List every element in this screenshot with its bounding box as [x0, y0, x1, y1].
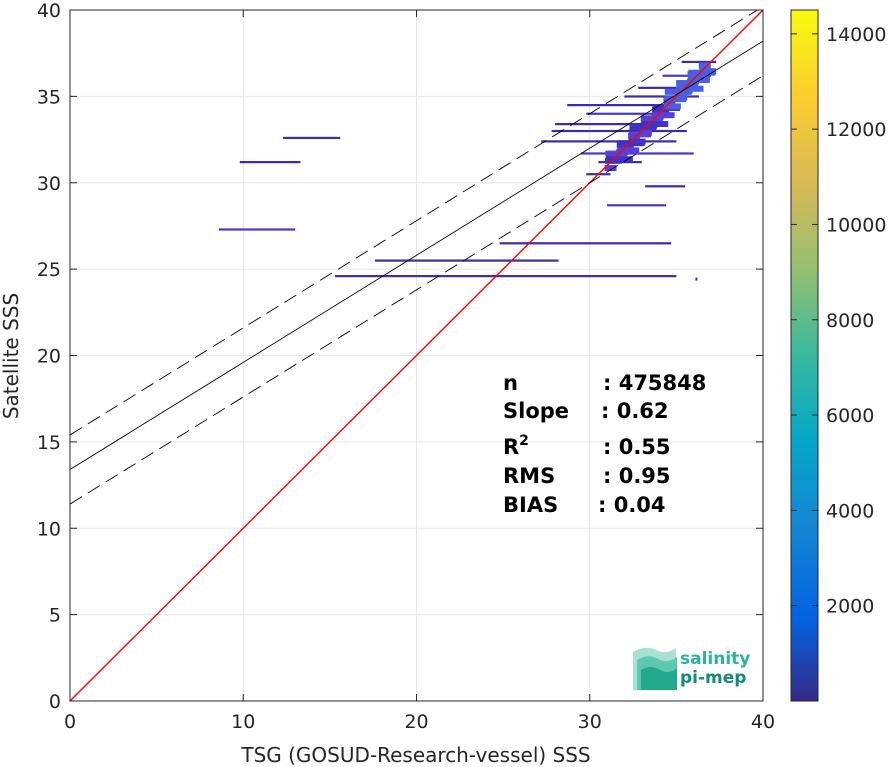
density-segment — [335, 275, 677, 278]
stat-value: : 0.62 — [601, 399, 669, 423]
stat-value: : 0.95 — [603, 464, 671, 488]
y-tick-label: 20 — [37, 346, 61, 368]
density-heatmap — [218, 60, 717, 281]
logo-line2: pi-mep — [680, 668, 746, 688]
y-tick-label: 35 — [37, 86, 61, 108]
colorbar-tick-label: 10000 — [826, 214, 886, 236]
x-tick-label: 0 — [64, 711, 76, 733]
stat-value: : 0.55 — [603, 435, 671, 459]
density-core-cell — [698, 62, 711, 69]
y-tick-label: 25 — [37, 259, 61, 281]
density-segment — [499, 242, 672, 245]
density-segment — [283, 136, 341, 140]
density-segment — [662, 74, 712, 77]
colorbar-tick-label: 2000 — [826, 596, 874, 618]
y-tick-label: 15 — [37, 432, 61, 454]
regression-line — [70, 40, 763, 470]
colorbar-ticks: 2000 4000 6000 8000 10000 12000 14000 — [791, 24, 886, 618]
regression-lower-line — [70, 75, 763, 505]
stat-value: : 475848 — [603, 371, 706, 395]
y-axis-label: Satellite SSS — [0, 293, 23, 419]
density-isolated-point — [695, 277, 698, 281]
x-tick-label: 30 — [578, 711, 602, 733]
density-segment — [218, 228, 296, 231]
density-core-cell — [663, 103, 681, 110]
regression-upper-line — [70, 10, 759, 436]
colorbar-tick-label: 12000 — [826, 119, 886, 141]
colorbar-tick-label: 8000 — [826, 310, 874, 332]
density-core-cell — [652, 112, 675, 119]
density-segment — [239, 161, 301, 164]
salinity-pi-mep-logo: salinity pi-mep — [633, 647, 750, 690]
y-tick-label: 30 — [37, 173, 61, 195]
y-tick-label: 10 — [37, 518, 61, 540]
stat-label: R2 — [503, 433, 529, 459]
identity-line — [70, 10, 763, 701]
density-core-cell — [676, 85, 704, 92]
colorbar-tick-label: 4000 — [826, 500, 874, 522]
colorbar — [790, 9, 819, 702]
colorbar-tick-label: 6000 — [826, 405, 874, 427]
density-core-cell — [687, 76, 710, 83]
density-segment — [586, 112, 675, 115]
density-core-cell — [605, 156, 633, 163]
density-core-cell — [699, 68, 717, 75]
logo-waves-icon — [633, 647, 677, 690]
density-segment — [551, 129, 687, 133]
density-core-cell — [628, 138, 646, 145]
density-core-cell — [641, 121, 669, 128]
density-segment — [567, 104, 680, 107]
y-tick-label: 0 — [49, 691, 61, 713]
x-tick-label: 10 — [231, 711, 255, 733]
density-segment — [541, 140, 677, 143]
density-core-cell — [617, 147, 640, 154]
density-core-cell — [675, 94, 688, 101]
stat-label: BIAS — [503, 493, 558, 517]
logo-line1: salinity — [680, 649, 750, 669]
y-tick-label: 40 — [37, 0, 61, 22]
density-segment — [581, 152, 694, 155]
density-segment — [645, 185, 686, 188]
colorbar-tick-label: 14000 — [826, 24, 886, 46]
stat-value: : 0.04 — [598, 493, 666, 517]
density-segment — [638, 86, 703, 89]
x-tick-label: 20 — [404, 711, 428, 733]
fit-lines — [70, 10, 763, 701]
y-tick-label: 5 — [49, 605, 61, 627]
y-axis-ticks: 0 5 10 15 20 25 30 35 40 — [37, 0, 763, 713]
density-segment — [555, 123, 663, 126]
density-segment — [607, 204, 666, 207]
stat-label: n — [503, 371, 518, 395]
x-tick-label: 40 — [751, 711, 775, 733]
density-segment — [624, 95, 699, 98]
stat-label: RMS — [503, 464, 555, 488]
density-core-cell — [639, 129, 652, 136]
x-axis-ticks: 0 10 20 30 40 — [64, 10, 775, 733]
x-axis-label: TSG (GOSUD-Research-vessel) SSS — [240, 743, 590, 767]
density-segment — [681, 60, 717, 64]
stat-label-superscript: 2 — [519, 433, 529, 449]
density-segment — [374, 259, 559, 262]
density-core-cell — [604, 165, 617, 172]
stat-label: Slope — [503, 399, 569, 423]
statistics-box: n : 475848 Slope : 0.62 R2 : 0.55 RMS : 0.95 BIA… — [503, 371, 706, 517]
